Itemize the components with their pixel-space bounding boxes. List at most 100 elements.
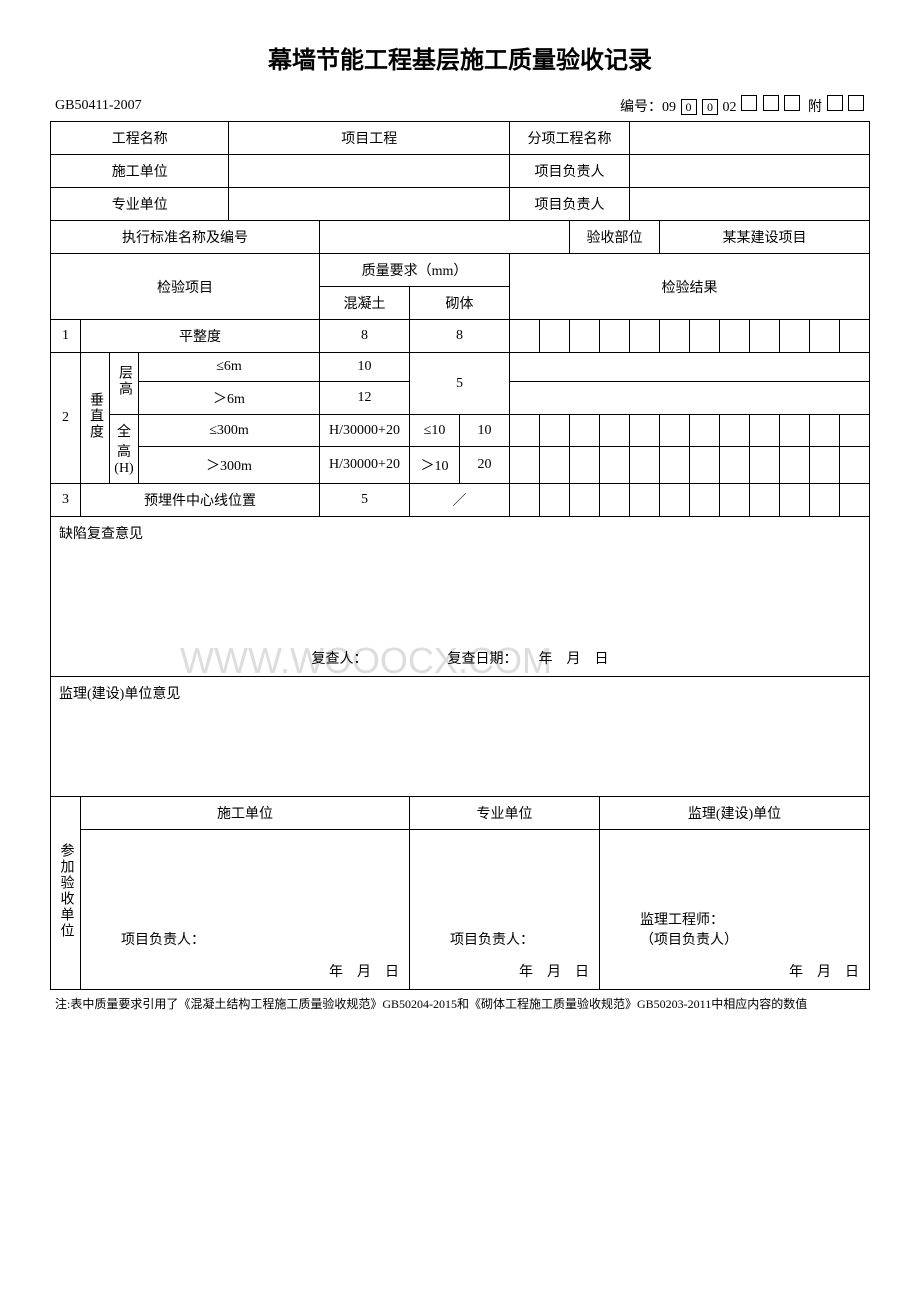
label-review-date: 复查日期： 年 月 日 [448, 648, 609, 668]
result-cell [510, 353, 870, 382]
result-cell [510, 415, 540, 447]
defect-review-cell: 缺陷复查意见 复查人： 复查日期： 年 月 日 [51, 517, 870, 677]
result-cell [810, 415, 840, 447]
result-cell [660, 415, 690, 447]
label-acceptance-part: 验收部位 [570, 221, 660, 254]
label-full-height: 全高(H) [110, 415, 139, 484]
page-title: 幕墙节能工程基层施工质量验收记录 [50, 40, 870, 75]
code-box: 0 [681, 99, 697, 115]
result-cell [540, 415, 570, 447]
serial-num2: 02 [723, 100, 737, 115]
label-verticality: 垂直度 [81, 353, 110, 484]
result-cell [630, 484, 660, 517]
label-supervisor-unit: 监理(建设)单位 [600, 797, 870, 830]
result-cell [750, 415, 780, 447]
label-construction-unit: 施工单位 [81, 797, 410, 830]
result-cell [600, 447, 630, 484]
result-cell [840, 415, 870, 447]
value-project-leader2 [630, 188, 870, 221]
result-cell [750, 484, 780, 517]
cell: ≤6m [139, 353, 320, 382]
row-num: 1 [51, 320, 81, 353]
result-cell [780, 320, 810, 353]
label-project-leader: 项目负责人 [510, 155, 630, 188]
cell: H/30000+20 [320, 447, 410, 484]
label-embedded: 预埋件中心线位置 [81, 484, 320, 517]
result-cell [600, 320, 630, 353]
cell: 10 [320, 353, 410, 382]
result-cell [810, 320, 840, 353]
cell: ＞300m [139, 447, 320, 484]
main-table: 工程名称 项目工程 分项工程名称 施工单位 项目负责人 专业单位 项目负责人 执… [50, 121, 870, 990]
label-inspection-result: 检验结果 [510, 254, 870, 320]
result-cell [540, 447, 570, 484]
label-supervisor-opinion: 监理(建设)单位意见 [59, 687, 180, 702]
label-quality-req: 质量要求（mm） [320, 254, 510, 287]
result-cell [690, 447, 720, 484]
result-cell [690, 484, 720, 517]
result-cell [510, 320, 540, 353]
sig-label: 项目负责人： [121, 929, 205, 949]
result-cell [780, 447, 810, 484]
result-cell [660, 320, 690, 353]
code-box-empty [763, 95, 779, 111]
cell: 10 [460, 415, 510, 447]
label-standard-name: 执行标准名称及编号 [51, 221, 320, 254]
result-cell [690, 415, 720, 447]
label-sub-project: 分项工程名称 [510, 122, 630, 155]
sig-label: 项目负责人： [450, 929, 534, 949]
value-project-leader [630, 155, 870, 188]
cell: ＞6m [139, 382, 320, 415]
label-flatness: 平整度 [81, 320, 320, 353]
result-cell [570, 415, 600, 447]
row-num: 3 [51, 484, 81, 517]
result-cell [570, 320, 600, 353]
sig-date: 年 月 日 [519, 961, 589, 981]
cell: 12 [320, 382, 410, 415]
value-sub-project [630, 122, 870, 155]
code-box-empty [848, 95, 864, 111]
result-cell [630, 320, 660, 353]
result-cell [720, 447, 750, 484]
result-cell [540, 484, 570, 517]
code-box-empty [741, 95, 757, 111]
result-cell [810, 484, 840, 517]
code-box: 0 [702, 99, 718, 115]
label-masonry: 砌体 [410, 287, 510, 320]
cell: 20 [460, 447, 510, 484]
result-cell [600, 484, 630, 517]
label-project-name: 工程名称 [51, 122, 229, 155]
code-box-empty [827, 95, 843, 111]
result-cell [840, 320, 870, 353]
cell: ／ [410, 484, 510, 517]
result-cell [720, 484, 750, 517]
cell: ≤10 [410, 415, 460, 447]
label-project-leader2: 项目负责人 [510, 188, 630, 221]
cell: 5 [320, 484, 410, 517]
cell: H/30000+20 [320, 415, 410, 447]
result-cell [570, 447, 600, 484]
value-specialist-unit [229, 188, 510, 221]
label-specialist-unit: 专业单位 [410, 797, 600, 830]
result-cell [750, 320, 780, 353]
result-cell [690, 320, 720, 353]
result-cell [630, 415, 660, 447]
supervisor-opinion-cell: 监理(建设)单位意见 [51, 677, 870, 797]
label-participants: 参加验收单位 [51, 797, 81, 990]
serial-number: 编号：09 0 0 02 附 [620, 95, 865, 116]
result-cell [540, 320, 570, 353]
footnote: 注:表中质量要求引用了《混凝土结构工程施工质量验收规范》GB50204-2015… [50, 996, 870, 1013]
label-construction-unit: 施工单位 [51, 155, 229, 188]
value-standard-name [320, 221, 570, 254]
result-cell [840, 447, 870, 484]
result-cell [750, 447, 780, 484]
standard-code: GB50411-2007 [55, 98, 142, 114]
value-acceptance-part: 某某建设项目 [660, 221, 870, 254]
sig-specialist: 项目负责人： 年 月 日 [410, 830, 600, 990]
label-specialist-unit: 专业单位 [51, 188, 229, 221]
label-inspection-item: 检验项目 [51, 254, 320, 320]
label-defect-review: 缺陷复查意见 [59, 527, 143, 542]
cell: ＞10 [410, 447, 460, 484]
result-cell [780, 484, 810, 517]
cell: ≤300m [139, 415, 320, 447]
